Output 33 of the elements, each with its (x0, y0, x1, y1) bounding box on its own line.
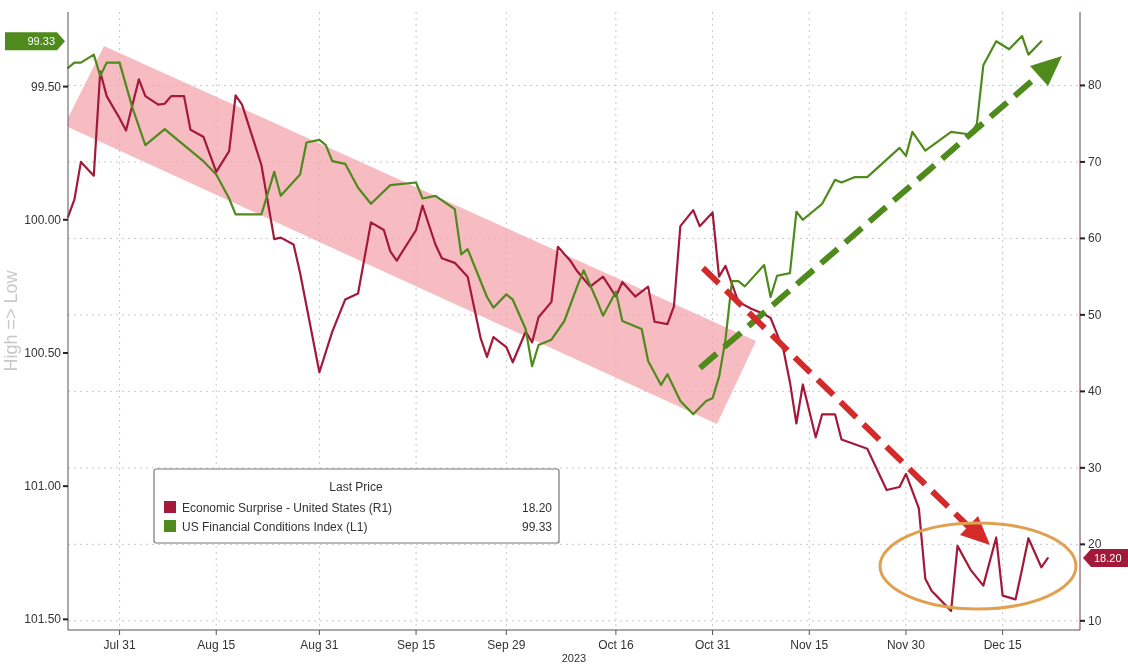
y2-tick-label: 60 (1088, 231, 1102, 246)
annotation: 18.20 (521, 501, 553, 515)
x-tick-label: Aug 15 (197, 638, 236, 652)
y2-tick-label: 40 (1088, 384, 1102, 399)
x-tick-label: Aug 31 (300, 638, 339, 652)
line-series (66, 70, 1049, 612)
line-series (66, 34, 1043, 416)
x-tick-label: Dec 15 (983, 638, 1022, 652)
y2-tick-label: 80 (1088, 78, 1102, 93)
y-tick-label: 100.00 (24, 212, 62, 227)
legend-label: US Financial Conditions Index (L1) (182, 520, 368, 534)
x-axis-title: 2023 (561, 652, 587, 664)
x-tick-label: Nov 15 (790, 638, 829, 652)
y-tick-label: 100.50 (24, 345, 62, 360)
annotation: 99.33 (521, 520, 553, 534)
x-tick-label: Sep 15 (397, 638, 436, 652)
y2-tick-label: 20 (1088, 537, 1102, 552)
x-tick-label: Nov 30 (886, 638, 926, 652)
y-tick-label: 101.50 (24, 612, 62, 627)
y2-tick-label: 30 (1088, 460, 1102, 475)
x-tick-label: Oct 31 (694, 638, 731, 652)
x-tick-label: Oct 16 (598, 638, 634, 652)
y2-tick-label: 70 (1088, 154, 1102, 169)
x-tick-label: Sep 29 (487, 638, 526, 652)
text: 99.33 (27, 35, 55, 48)
legend-label: Economic Surprise - United States (R1) (182, 501, 393, 515)
x-tick-label: Jul 31 (103, 638, 136, 652)
legend-title: Last Price (329, 480, 383, 494)
y-tick-label: 101.00 (24, 479, 62, 494)
y2-tick-label: 10 (1088, 613, 1102, 628)
y-tick-label: 99.50 (30, 79, 62, 94)
text: 18.20 (1094, 552, 1122, 565)
y2-tick-label: 50 (1088, 307, 1102, 322)
